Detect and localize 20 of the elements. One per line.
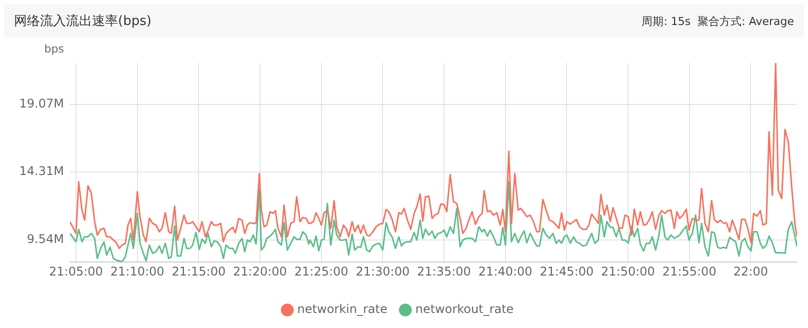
- x-tick-label: 21:30:00: [356, 264, 410, 278]
- y-axis-title: bps: [44, 42, 64, 56]
- x-tick-label: 21:05:00: [49, 264, 103, 278]
- x-tick-label: 21:20:00: [233, 264, 287, 278]
- x-tick-label: 21:40:00: [478, 264, 532, 278]
- legend-label: networkin_rate: [297, 302, 388, 316]
- y-tick-label: 14.31M: [19, 164, 64, 178]
- x-tick-label: 21:10:00: [110, 264, 164, 278]
- x-tick-label: 21:50:00: [601, 264, 655, 278]
- x-tick-label: 21:25:00: [294, 264, 348, 278]
- x-tick-label: 22:00: [733, 264, 768, 278]
- y-tick-label: 19.07M: [19, 96, 64, 110]
- x-tick-label: 21:45:00: [540, 264, 594, 278]
- x-tick-label: 21:35:00: [417, 264, 471, 278]
- legend-label: networkout_rate: [415, 302, 514, 316]
- x-tick-label: 21:15:00: [172, 264, 226, 278]
- text: 周期: 15s 聚合方式: Average: [642, 14, 794, 28]
- y-tick-label: 9.54M: [26, 232, 64, 246]
- x-tick-label: 21:55:00: [662, 264, 716, 278]
- chart-title: 网络流入流出速率(bps): [14, 13, 152, 30]
